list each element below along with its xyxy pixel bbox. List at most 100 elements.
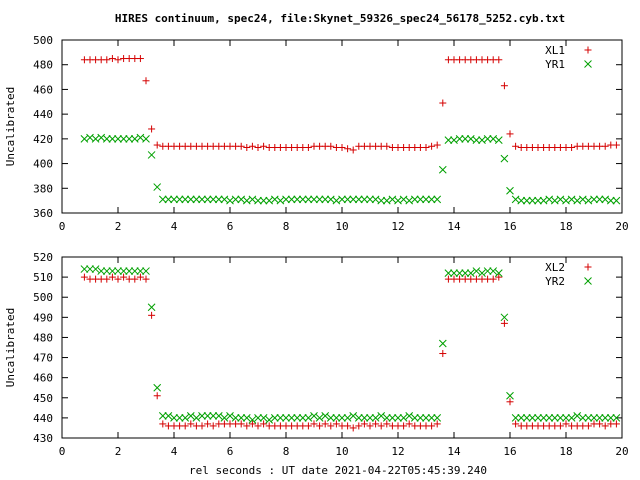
data-point [410, 414, 419, 422]
data-point [506, 130, 514, 138]
data-point [612, 420, 620, 428]
data-point [354, 414, 363, 422]
data-point [399, 414, 408, 422]
data-point [438, 165, 447, 174]
data-point [383, 142, 391, 150]
data-point [108, 267, 117, 275]
x-tick-label: 4 [171, 220, 178, 233]
data-point [136, 273, 144, 281]
data-point [153, 141, 161, 149]
data-point [158, 412, 167, 420]
y-axis-label: Uncalibrated [4, 87, 17, 166]
data-point [512, 420, 520, 428]
x-tick-label: 18 [559, 220, 572, 233]
data-point [522, 196, 531, 205]
data-point [304, 422, 312, 430]
data-point [349, 195, 358, 204]
data-point [596, 420, 604, 428]
data-point [433, 141, 441, 149]
data-point [338, 414, 346, 422]
data-point [461, 269, 470, 277]
x-tick-label: 2 [115, 445, 122, 458]
data-point [360, 195, 369, 204]
data-point [578, 414, 587, 422]
data-point [522, 414, 531, 422]
x-tick-label: 14 [447, 445, 461, 458]
data-point [483, 267, 492, 275]
data-point [517, 414, 526, 422]
data-point [506, 398, 514, 406]
data-point [562, 414, 570, 422]
data-point [86, 265, 94, 273]
x-tick-label: 16 [503, 445, 516, 458]
data-point [354, 195, 363, 204]
data-point [444, 269, 453, 277]
data-point [428, 142, 436, 150]
data-point [254, 196, 262, 205]
y-tick-label: 460 [33, 83, 53, 96]
data-point [478, 269, 486, 277]
series-xl2 [80, 273, 620, 432]
y-tick-label: 480 [33, 59, 53, 72]
data-point [494, 269, 503, 277]
data-point [489, 267, 498, 275]
data-point [601, 414, 610, 422]
y-tick-label: 490 [33, 311, 53, 324]
x-tick-label: 6 [227, 445, 234, 458]
x-tick-label: 0 [59, 220, 66, 233]
x-tick-label: 8 [283, 445, 290, 458]
data-point [612, 196, 621, 205]
data-point [192, 414, 201, 422]
data-point [349, 424, 357, 432]
data-point [226, 412, 234, 420]
data-point [203, 412, 212, 420]
data-point [382, 414, 391, 422]
data-point [298, 195, 307, 204]
legend-label: YR2 [545, 275, 565, 288]
data-point [377, 412, 386, 420]
legend-marker [584, 60, 592, 68]
data-point [276, 414, 285, 422]
series-yr2 [80, 265, 621, 424]
data-point [186, 412, 195, 420]
data-point [265, 416, 274, 424]
data-point [606, 196, 615, 205]
data-point [495, 56, 503, 64]
data-point [114, 56, 122, 64]
data-point [321, 195, 330, 204]
data-point [259, 414, 268, 422]
bottom-panel: 0 2 4 6 8 10 12 14 16 18 20 430 440 450 460 470 480 490 50… [4, 251, 629, 458]
x-tick-label: 12 [391, 445, 404, 458]
data-point [489, 275, 497, 283]
data-point [282, 414, 290, 422]
data-point [108, 273, 116, 281]
x-tick-label: 18 [559, 445, 572, 458]
x-tick-label: 8 [283, 220, 290, 233]
x-tick-label: 6 [227, 220, 234, 233]
data-point [159, 420, 167, 428]
data-point [254, 414, 262, 422]
data-point [114, 275, 122, 283]
y-tick-label: 450 [33, 392, 53, 405]
data-point [181, 195, 190, 204]
data-point [316, 422, 324, 430]
data-point [500, 154, 509, 163]
data-point [148, 311, 156, 319]
data-point [181, 414, 190, 422]
data-point [568, 144, 576, 152]
data-point [366, 414, 374, 422]
data-point [494, 136, 503, 144]
data-point [332, 414, 341, 422]
data-point [439, 99, 447, 107]
data-point [243, 422, 251, 430]
data-point [394, 414, 402, 422]
data-point [209, 412, 218, 420]
data-point [142, 77, 150, 85]
data-point [304, 144, 312, 152]
data-point [136, 267, 145, 275]
data-point [237, 414, 246, 422]
data-point [349, 146, 357, 154]
y-tick-label: 440 [33, 108, 53, 121]
data-point [125, 135, 134, 143]
